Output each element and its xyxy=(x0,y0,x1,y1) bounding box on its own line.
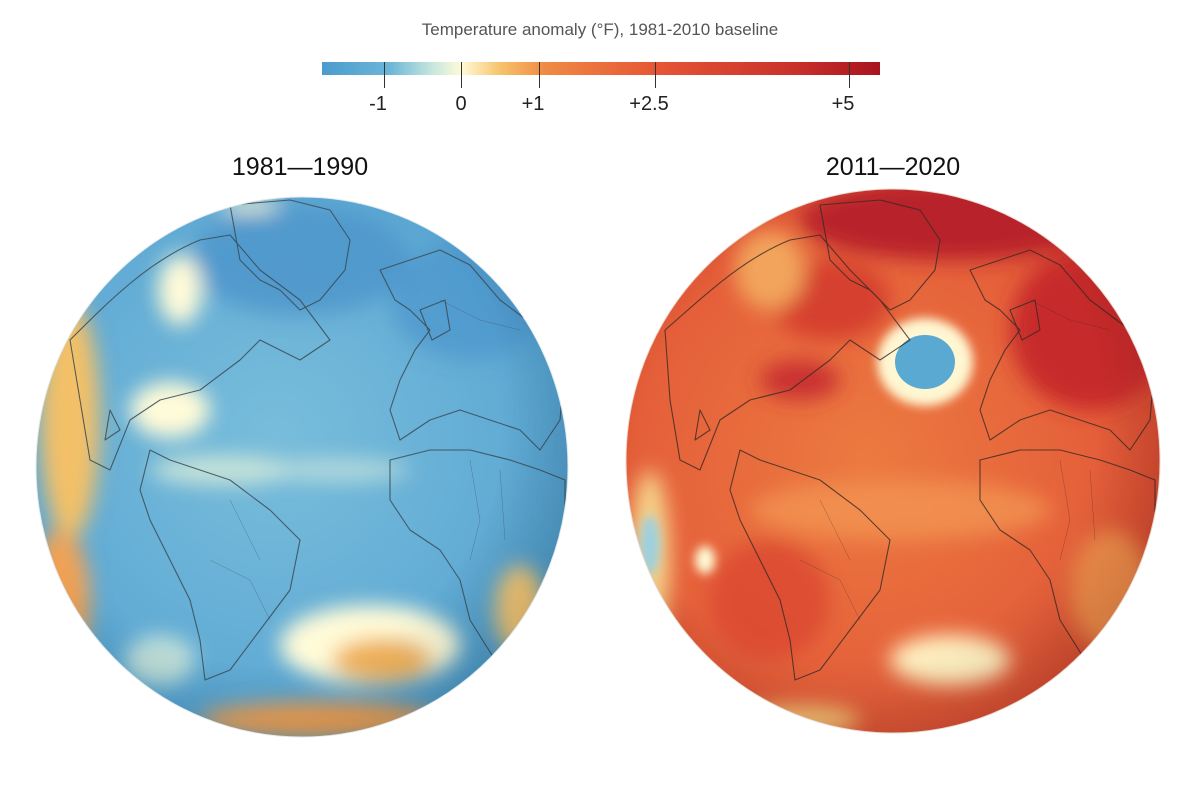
tick-line-0 xyxy=(461,62,462,88)
tick-line-pos1 xyxy=(539,62,540,88)
tick-line-pos5 xyxy=(849,62,850,88)
tick-line-pos2-5 xyxy=(655,62,656,88)
tick-label-pos2-5: +2.5 xyxy=(629,93,669,115)
tick-label-neg1: -1 xyxy=(369,93,387,115)
panel-title-2011-2020: 2011—2020 xyxy=(825,153,961,181)
legend-title: Temperature anomaly (°F), 1981-2010 base… xyxy=(421,20,779,39)
tick-label-0: 0 xyxy=(455,93,467,115)
tick-label-pos1: +1 xyxy=(521,93,545,115)
tick-line-neg1 xyxy=(384,62,385,88)
tick-label-pos5: +5 xyxy=(831,93,855,115)
panel-title-1981-1990: 1981—1990 xyxy=(231,153,369,181)
